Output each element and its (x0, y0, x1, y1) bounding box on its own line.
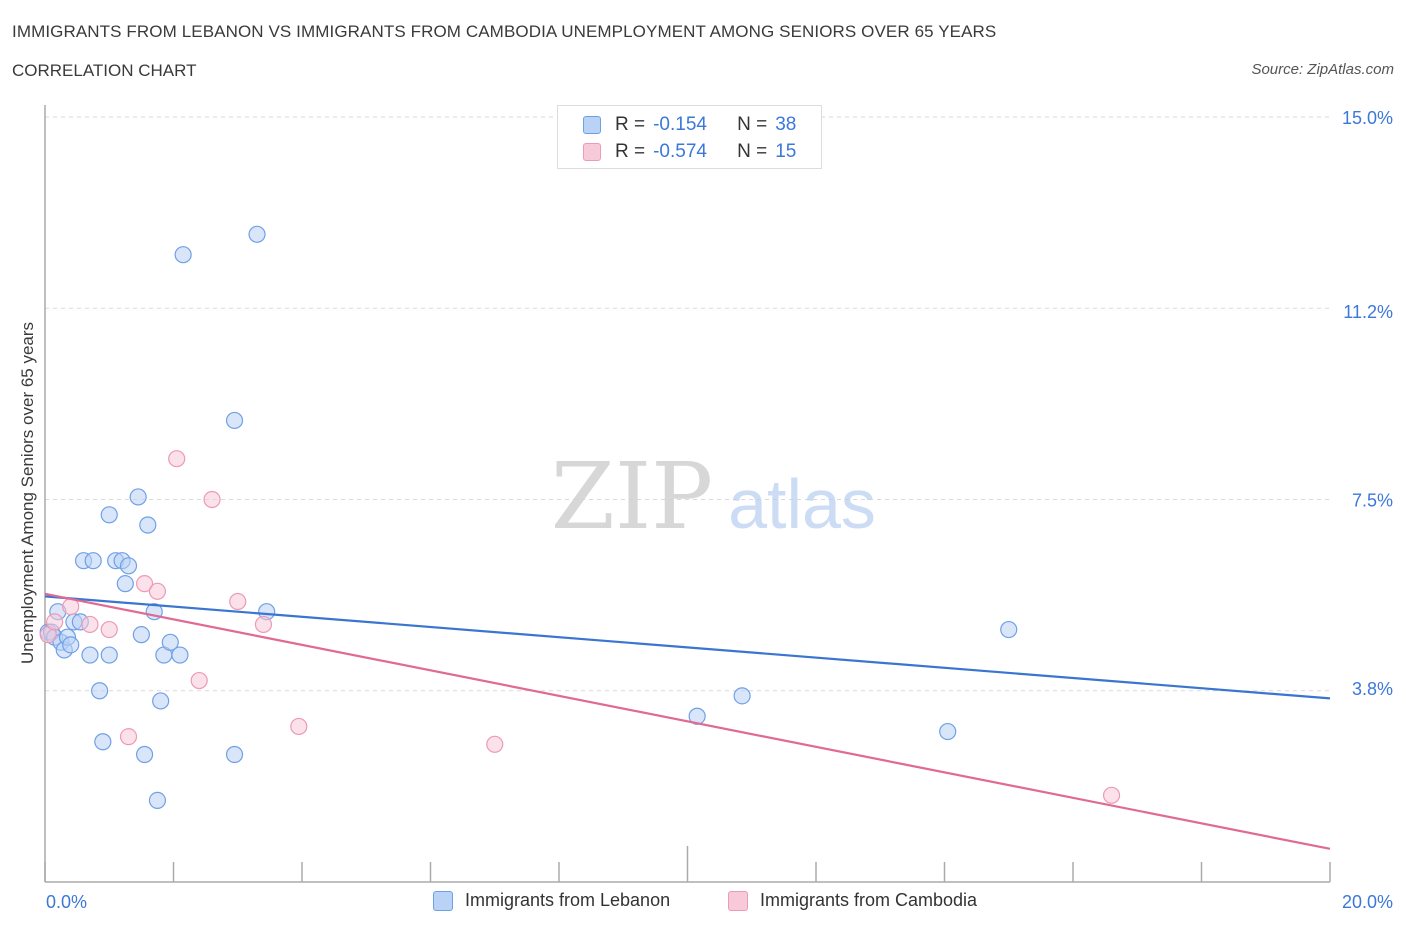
lebanon-point-39[interactable] (1000, 620, 1018, 639)
legend-item-lebanon[interactable]: Immigrants from Lebanon (433, 890, 670, 911)
legend-row-cambodia: R = -0.574 N = 15 (583, 140, 796, 164)
x-tick-label-0: 0.0% (46, 892, 87, 912)
cambodia-swatch (583, 143, 601, 161)
data-points (39, 225, 1121, 810)
chart-title: IMMIGRANTS FROM LEBANON VS IMMIGRANTS FR… (12, 22, 997, 41)
lebanon-point-12[interactable] (84, 552, 102, 570)
cambodia-point-14[interactable] (486, 735, 504, 753)
cambodia-point-6[interactable] (135, 575, 154, 593)
lebanon-point-30[interactable] (171, 646, 189, 664)
r-label: R = (615, 114, 646, 135)
lebanon-point-13[interactable] (91, 682, 109, 700)
watermark-zip: ZIP (551, 443, 713, 550)
n-label: N = (737, 114, 768, 135)
cambodia-point-10[interactable] (203, 490, 221, 509)
cambodia-point-7[interactable] (148, 582, 167, 600)
cambodia-point-13[interactable] (290, 717, 308, 736)
y-tick-label-3: 3.8% (1352, 679, 1393, 699)
cambodia-n-value: 15 (775, 141, 797, 162)
cambodia-point-3[interactable] (81, 615, 99, 634)
trend-lines (44, 592, 1331, 850)
cambodia-point-8[interactable] (168, 450, 186, 468)
cambodia-point-5[interactable] (119, 728, 138, 746)
cambodia-trend-line (44, 592, 1331, 850)
lebanon-legend-label: Immigrants from Lebanon (465, 890, 671, 910)
legend-row-lebanon: R = -0.154 N = 38 (583, 113, 796, 137)
watermark: ZIP atlas (551, 443, 876, 550)
r-label: R = (615, 141, 646, 162)
n-label: N = (737, 141, 768, 162)
y-tick-label-1: 11.2% (1343, 302, 1393, 322)
cambodia-legend-label: Immigrants from Cambodia (760, 890, 978, 910)
lebanon-point-32[interactable] (225, 411, 244, 430)
x-tick-label-1: 20.0% (1342, 892, 1393, 912)
lebanon-point-37[interactable] (733, 687, 751, 705)
legend-item-cambodia[interactable]: Immigrants from Cambodia (728, 890, 977, 911)
lebanon-point-15[interactable] (100, 646, 118, 664)
lebanon-n-value: 38 (775, 114, 797, 135)
lebanon-point-34[interactable] (248, 225, 266, 243)
lebanon-point-19[interactable] (116, 575, 134, 593)
series-legend: Immigrants from Lebanon Immigrants from … (0, 890, 1406, 916)
lebanon-point-11[interactable] (81, 646, 99, 664)
cambodia-point-15[interactable] (1102, 786, 1121, 804)
lebanon-point-20[interactable] (119, 557, 138, 575)
tick-labels: 15.0% 11.2% 7.5% 3.8% 0.0% 20.0% (46, 108, 1393, 912)
lebanon-trend-line (44, 595, 1331, 700)
y-tick-label-2: 7.5% (1352, 491, 1393, 511)
lebanon-point-27[interactable] (152, 692, 170, 710)
y-tick-label-0: 15.0% (1342, 108, 1393, 128)
cambodia-point-11[interactable] (229, 592, 247, 611)
cambodia-point-12[interactable] (254, 615, 273, 634)
cambodia-point-1[interactable] (46, 613, 64, 631)
chart-subtitle: CORRELATION CHART (12, 61, 197, 80)
cambodia-legend-swatch (728, 890, 748, 911)
lebanon-point-31[interactable] (174, 246, 192, 264)
lebanon-point-38[interactable] (939, 722, 957, 741)
axes (44, 105, 1331, 883)
lebanon-point-23[interactable] (135, 745, 154, 764)
correlation-legend: R = -0.154 N = 38 R = -0.574 N = 15 (557, 105, 822, 169)
lebanon-point-22[interactable] (132, 626, 150, 644)
lebanon-legend-swatch (433, 890, 453, 911)
lebanon-point-7[interactable] (62, 636, 80, 654)
lebanon-point-16[interactable] (100, 506, 118, 524)
cambodia-point-4[interactable] (100, 620, 118, 639)
watermark-atlas: atlas (728, 465, 876, 543)
lebanon-point-26[interactable] (148, 791, 167, 810)
lebanon-point-33[interactable] (225, 745, 244, 764)
cambodia-point-9[interactable] (190, 671, 208, 690)
lebanon-point-24[interactable] (139, 516, 157, 534)
lebanon-point-29[interactable] (161, 633, 179, 651)
lebanon-r-value: -0.154 (653, 114, 707, 135)
lebanon-swatch (583, 116, 601, 134)
source-label: Source: ZipAtlas.com (1251, 61, 1394, 78)
lebanon-point-14[interactable] (94, 733, 112, 751)
lebanon-point-21[interactable] (129, 488, 147, 506)
cambodia-r-value: -0.574 (653, 141, 707, 162)
